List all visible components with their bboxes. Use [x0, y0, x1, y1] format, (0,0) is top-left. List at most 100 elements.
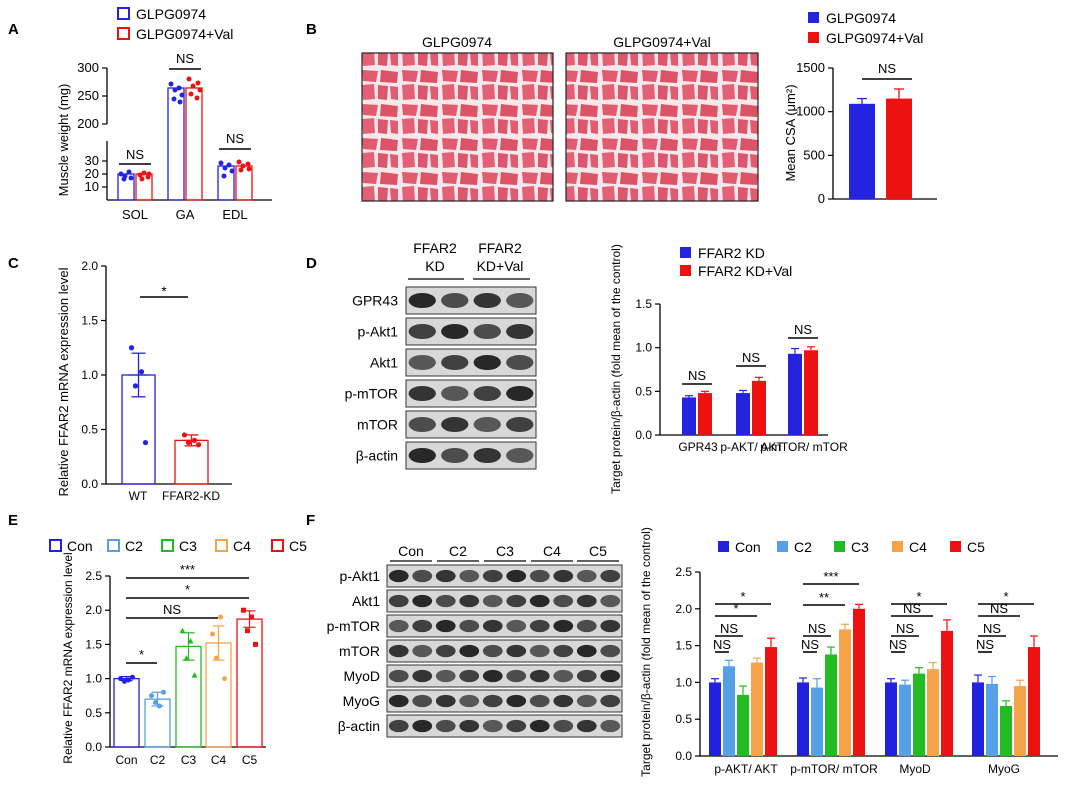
d-blot-row-label-1: p-Akt1 — [358, 324, 399, 340]
f-bar-4-2 — [941, 630, 953, 756]
legend-label-glpg-val-b: GLPG0974+Val — [826, 30, 923, 46]
e-point-3-3 — [222, 676, 227, 682]
f-bar-2-0 — [737, 694, 749, 756]
f-blot-band-5-4 — [482, 694, 503, 708]
f-blot-band-2-9 — [600, 619, 621, 633]
x-tick-edl: EDL — [222, 207, 247, 222]
f-blot-band-3-6 — [529, 644, 550, 658]
f-bar-2-2 — [913, 673, 925, 756]
f-blot-band-5-1 — [412, 694, 433, 708]
f-blot-band-2-1 — [412, 619, 433, 633]
e-legend-swatch-3 — [215, 539, 228, 552]
a-tick-label-0: 10 — [85, 179, 99, 194]
f-blot-band-0-2 — [435, 569, 456, 583]
f-blot-band-0-5 — [506, 569, 527, 583]
e-point-0-1 — [126, 677, 131, 683]
f-blot-band-0-0 — [388, 569, 409, 583]
f-blot-band-1-0 — [388, 594, 409, 608]
d-blot-band-0-0 — [408, 292, 436, 309]
f-blot-band-3-5 — [506, 644, 527, 658]
c-tick-label-0: 0.0 — [81, 477, 98, 491]
c-point-0-2 — [132, 383, 139, 389]
axis-title-y-d: Target protein/β-actin (fold mean of the… — [609, 244, 623, 494]
panel-a-chart: GLPG0974 GLPG0974+Val Muscle weight (mg)… — [56, 6, 272, 222]
image-title-glpg-val: GLPG0974+Val — [613, 34, 710, 50]
f-legend-label-3: C4 — [909, 539, 927, 555]
f-sig-label-0-1: * — [733, 601, 738, 616]
sig-label-b: NS — [878, 61, 896, 76]
f-sig-label-0-3: NS — [713, 637, 731, 652]
c-point-1-1 — [191, 437, 198, 443]
legend-label-glpg: GLPG0974 — [136, 6, 206, 22]
f-tick-label-4: 2.0 — [675, 602, 692, 616]
axis-title-y-c: Relative FFAR2 mRNA expression level — [56, 267, 71, 496]
legend-label-glpg-val: GLPG0974+Val — [136, 26, 233, 42]
legend-swatch-glpg-b — [808, 12, 819, 23]
sig-label-c: * — [161, 283, 167, 299]
f-legend-swatch-4 — [950, 541, 961, 552]
d-blot-row-label-3: p-mTOR — [345, 386, 398, 402]
f-bar-0-2 — [885, 682, 897, 756]
f-blot-band-5-6 — [529, 694, 550, 708]
he-image-glpg — [361, 52, 554, 202]
f-blot-band-3-3 — [459, 644, 480, 658]
f-blot-band-4-8 — [576, 669, 597, 683]
e-tick-label-0: 0.0 — [85, 740, 102, 754]
d-blot-band-2-2 — [473, 354, 501, 371]
e-point-1-0 — [149, 693, 154, 699]
d-blot-row-label-2: Akt1 — [370, 355, 398, 371]
e-x-tick-2: C3 — [181, 753, 197, 767]
d-blot-band-5-2 — [473, 447, 501, 464]
f-blot-band-2-6 — [529, 619, 550, 633]
f-blot-band-0-8 — [576, 569, 597, 583]
x-tick-pmtor-mtor-text: p-mTOR/ mTOR — [760, 440, 848, 454]
e-bar-2 — [175, 645, 202, 748]
f-sig-label-3-3: NS — [976, 637, 994, 652]
f-blot-band-6-3 — [459, 719, 480, 733]
d-blot-band-1-0 — [408, 323, 436, 340]
f-blot-band-1-2 — [435, 594, 456, 608]
f-legend-swatch-0 — [718, 541, 729, 552]
e-point-2-3 — [191, 672, 198, 678]
d-blot-band-3-0 — [408, 385, 436, 402]
e-point-0-3 — [130, 674, 135, 680]
d-blot-band-4-3 — [506, 416, 534, 433]
a-tick-label-3: 200 — [77, 116, 99, 131]
e-point-1-3 — [161, 689, 166, 695]
f-legend-swatch-3 — [892, 541, 903, 552]
f-sig-label-1-1: ** — [819, 590, 829, 605]
f-legend-swatch-2 — [834, 541, 845, 552]
f-blot-band-4-2 — [435, 669, 456, 683]
d-blot-band-2-3 — [506, 354, 534, 371]
f-blot-group-4: C5 — [589, 543, 607, 559]
f-sig-label-1-3: NS — [801, 637, 819, 652]
x-tick-wt: WT — [129, 489, 148, 503]
f-bar-1-3 — [986, 683, 998, 756]
f-x-tick-2: MyoD — [899, 762, 931, 776]
axis-title-y-d-text: Target protein/β-actin (fold mean of the… — [609, 244, 623, 494]
c-point-0-1 — [138, 369, 145, 375]
d-bar-1-1 — [752, 380, 766, 435]
f-blot-band-4-6 — [529, 669, 550, 683]
panel-e-chart: Con C2 C3 C4 C5 Relative FFAR2 mRNA expressi… — [49, 538, 307, 767]
f-blot-band-2-4 — [482, 619, 503, 633]
he-image-glpg-val — [565, 52, 759, 202]
f-tick-label-5: 2.5 — [675, 565, 692, 579]
e-bar-4 — [236, 618, 263, 748]
f-blot-band-3-2 — [435, 644, 456, 658]
d-bar-0-2 — [788, 353, 802, 435]
f-blot-band-0-3 — [459, 569, 480, 583]
e-point-2-1 — [187, 637, 194, 644]
d-tick-label-1: 0.5 — [635, 384, 652, 398]
legend-label-glpg-b: GLPG0974 — [826, 10, 896, 26]
f-blot-band-4-1 — [412, 669, 433, 683]
f-blot-band-2-3 — [459, 619, 480, 633]
f-blot-band-3-8 — [576, 644, 597, 658]
e-legend-swatch-4 — [271, 539, 284, 552]
sig-label-sol: NS — [126, 147, 144, 162]
d-blot-band-4-2 — [473, 416, 501, 433]
sig-label-edl: NS — [226, 131, 244, 146]
d-blot-band-3-2 — [473, 385, 501, 402]
b-tick-label-3: 1500 — [796, 60, 825, 75]
